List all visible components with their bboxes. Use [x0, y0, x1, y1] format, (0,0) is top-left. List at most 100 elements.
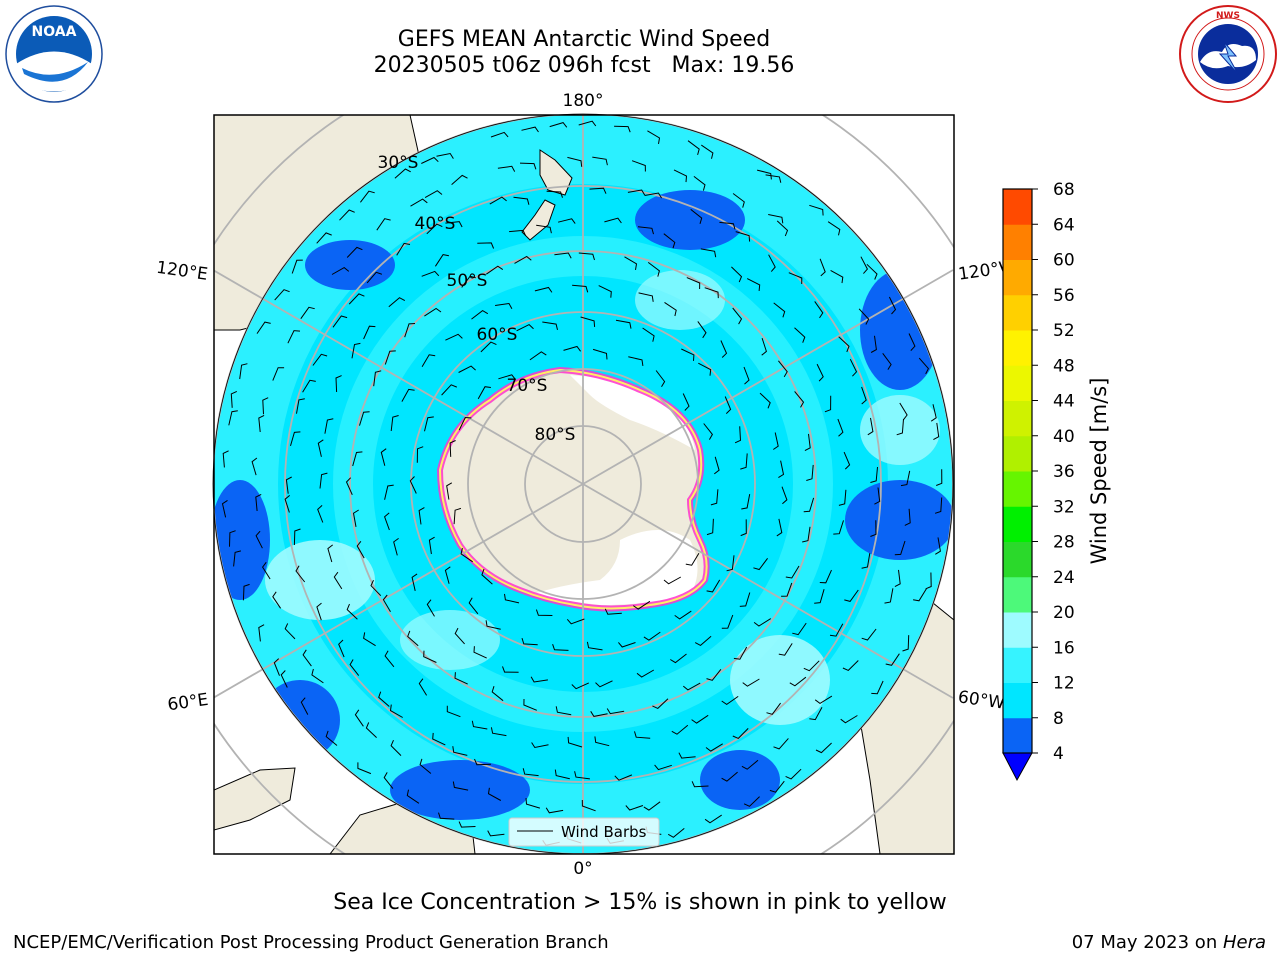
wind-barb [574, 771, 590, 780]
wind-barb [366, 271, 383, 284]
lat-label-70s: 70°S [507, 376, 548, 396]
wind-barb [486, 265, 504, 275]
wind-barb [870, 466, 878, 483]
wind-barb [785, 768, 802, 780]
wind-barb [229, 530, 236, 547]
colorbar-tick-label: 60 [1053, 251, 1075, 271]
wind-barb [773, 302, 786, 318]
wind-barb [449, 440, 456, 457]
wind-barb [458, 821, 476, 828]
wind-barb [628, 356, 644, 366]
wind-barb [700, 248, 717, 258]
wind-barb [428, 536, 435, 555]
wind-barb [693, 176, 706, 191]
footer-host: Hera [1222, 932, 1266, 953]
wind-barb [734, 426, 742, 444]
colorbar-tick-label: 52 [1053, 321, 1075, 341]
wind-barb [545, 807, 564, 814]
wind-barb [555, 706, 572, 716]
wind-barb [359, 411, 370, 426]
wind-barb [280, 670, 288, 688]
wind-barb [409, 476, 417, 494]
wind-barb [490, 131, 509, 138]
wind-barb [827, 221, 841, 236]
wind-barb [487, 830, 505, 837]
wind-barb [759, 392, 771, 409]
wind-barb [674, 610, 692, 620]
wind-barb [894, 569, 901, 588]
wind-barb [502, 666, 519, 673]
wind-barb [389, 704, 403, 718]
wind-barb [819, 569, 832, 584]
wind-barb [867, 417, 874, 436]
colorbar-tick-label: 68 [1053, 180, 1075, 200]
wind-barb [781, 582, 793, 597]
wind-barb [590, 711, 608, 717]
wind-barb [870, 335, 877, 353]
wind-barb [454, 627, 465, 645]
wind-barb [794, 391, 805, 408]
wind-barb [691, 714, 709, 724]
colorbar-segment [1003, 717, 1032, 754]
wind-barb [625, 805, 644, 811]
wind-barb [861, 386, 867, 405]
wind-barb [706, 579, 721, 593]
wind-barb [934, 497, 943, 514]
wind-barb [706, 518, 714, 536]
wind-barb [549, 122, 568, 128]
wind-barb [930, 404, 937, 422]
wind-barb [804, 433, 811, 452]
wind-barb [803, 497, 815, 513]
wind-barb [682, 682, 701, 691]
wind-barb [802, 526, 811, 543]
wind-barb [710, 489, 719, 506]
wind-barb [516, 323, 534, 332]
wind-barb [806, 464, 814, 481]
wind-barb [445, 333, 463, 341]
wind-barb [536, 224, 552, 234]
colorbar-segment [1003, 365, 1032, 401]
wind-barb [485, 620, 501, 630]
wind-barb [773, 738, 789, 750]
wind-barb [525, 798, 541, 809]
wind-barb [673, 169, 688, 183]
wind-barb [719, 221, 736, 230]
wind-barb [352, 509, 359, 527]
colorbar-tick-label: 20 [1053, 603, 1075, 623]
wind-barb [809, 706, 823, 721]
wind-barb [251, 457, 258, 476]
wind-barb [473, 646, 487, 659]
lon-label-0: 0° [573, 859, 592, 879]
wind-barb [458, 416, 472, 431]
colorbar-segment [1003, 224, 1032, 260]
colorbar-label: Wind Speed [m/s] [1087, 378, 1111, 565]
wind-barb [396, 242, 411, 256]
wind-barb [918, 357, 929, 375]
wind-barb [781, 486, 788, 505]
wind-barb [691, 781, 709, 788]
wind-patch-strong [845, 480, 953, 560]
svg-text:NWS: NWS [1216, 11, 1240, 21]
wind-barb [393, 537, 399, 556]
wind-barb [884, 588, 894, 604]
wind-barb [809, 204, 824, 216]
wind-barb [816, 363, 824, 382]
colorbar-segments [1003, 189, 1032, 754]
colorbar-segment [1003, 506, 1032, 542]
wind-barb [908, 333, 916, 351]
wind-barb [535, 609, 553, 616]
wind-barb [732, 307, 743, 325]
wind-barb [634, 731, 651, 739]
wind-barb [638, 292, 654, 302]
wind-barb [363, 325, 376, 340]
wind-barb [384, 484, 394, 500]
wind-barb [293, 528, 301, 546]
wind-barb [242, 583, 250, 601]
wind-barb [376, 218, 391, 231]
wind-barb [390, 415, 399, 432]
wind-barb [471, 309, 489, 320]
wind-barb [874, 487, 881, 505]
wind-barb [925, 572, 932, 590]
wind-barb [789, 676, 807, 687]
